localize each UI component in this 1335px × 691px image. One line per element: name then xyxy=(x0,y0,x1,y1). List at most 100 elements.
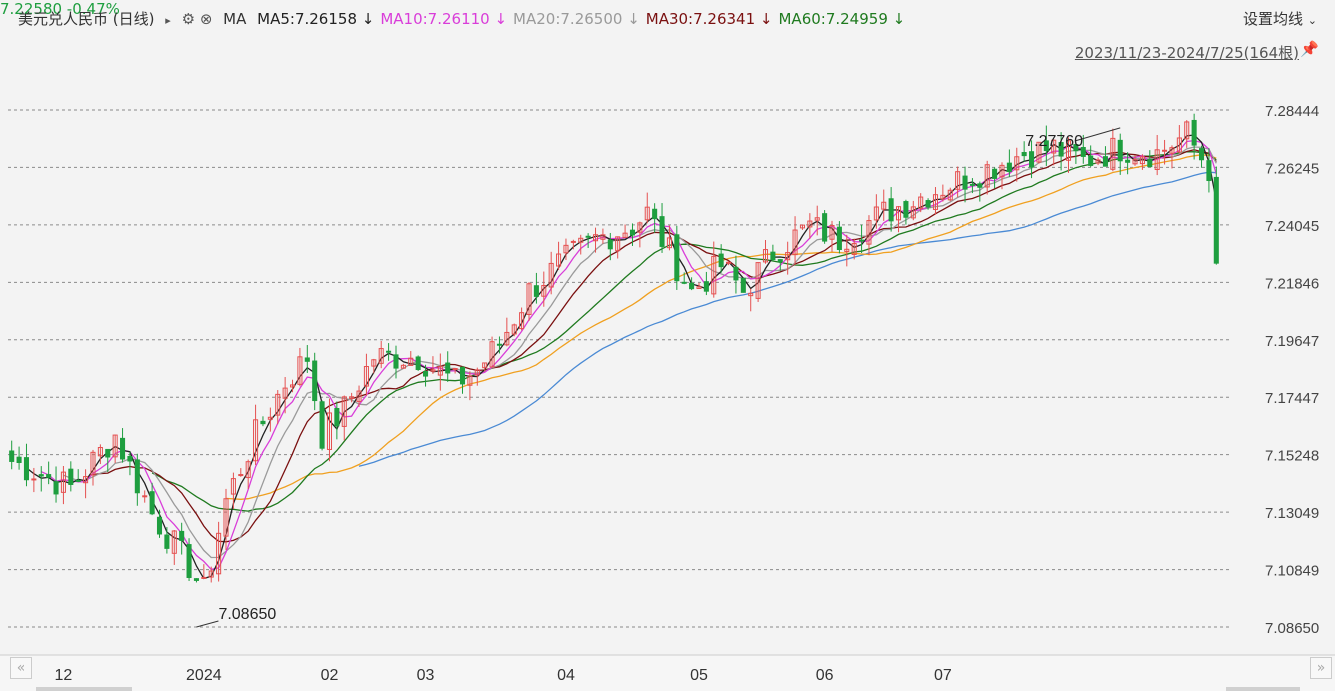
y-tick-label: 7.19647 xyxy=(1265,333,1319,350)
candle-body xyxy=(844,248,850,252)
candle-body xyxy=(179,530,185,541)
ma-legend-item: MA60:7.24959 ↓ xyxy=(778,10,906,28)
date-range[interactable]: 2023/11/23-2024/7/25(164根) xyxy=(1074,44,1299,62)
x-tick-label: 02 xyxy=(321,667,339,684)
candle-body xyxy=(563,244,569,254)
x-tick-label: 12 xyxy=(55,667,73,684)
candle-body xyxy=(1169,147,1175,154)
candle-body xyxy=(622,232,628,238)
candle-body xyxy=(1184,121,1190,140)
pin-icon[interactable]: 📌 xyxy=(1300,40,1319,58)
candle-body xyxy=(910,206,916,219)
candle-body xyxy=(90,451,96,476)
candle-body xyxy=(799,224,805,229)
candle-body xyxy=(792,229,798,256)
candle-body xyxy=(526,283,532,315)
setting-ma-label: 设置均线 xyxy=(1242,10,1303,28)
x-tick-label: 07 xyxy=(934,667,952,684)
candle-body xyxy=(777,259,783,263)
candle-body xyxy=(120,437,126,460)
candle-body xyxy=(807,220,813,228)
candle-body xyxy=(46,474,52,478)
candle-body xyxy=(977,183,983,188)
candle-body xyxy=(356,390,362,402)
candle-body xyxy=(459,366,466,385)
candle-body xyxy=(629,229,636,236)
close-icon[interactable]: ⊗ xyxy=(199,10,213,28)
setting-ma-button[interactable]: 设置均线 ⌄ xyxy=(1243,8,1317,29)
candle-body xyxy=(888,198,894,222)
candle-body xyxy=(334,408,340,427)
candle-body xyxy=(873,206,879,221)
candle-body xyxy=(282,387,288,399)
candle-body xyxy=(592,234,599,242)
candle-body xyxy=(1154,149,1160,170)
y-tick-label: 7.10849 xyxy=(1265,563,1319,580)
play-icon[interactable]: ▸ xyxy=(165,14,171,27)
chevron-down-icon: ⌄ xyxy=(1307,14,1317,27)
candle-body xyxy=(666,237,672,249)
scroll-right-button[interactable]: » xyxy=(1310,657,1332,679)
ma-legend-item: MA20:7.26500 ↓ xyxy=(513,10,640,28)
candle-body xyxy=(312,360,318,402)
candle-body xyxy=(400,364,406,369)
candle-body xyxy=(386,350,392,353)
candle-body xyxy=(895,206,902,221)
ma-line-ma120 xyxy=(225,154,1217,500)
candle-body xyxy=(408,357,414,366)
candle-body xyxy=(23,457,30,481)
candle-body xyxy=(1051,139,1057,154)
chart-title: 美元兑人民币 (日线) xyxy=(18,10,155,28)
annotation-label: 7.08650 xyxy=(218,606,276,623)
candle-body xyxy=(533,285,539,297)
candle-body xyxy=(659,216,665,247)
candle-body xyxy=(164,534,170,549)
candle-body xyxy=(925,200,931,208)
y-tick-label: 7.28444 xyxy=(1265,103,1319,120)
candle-body xyxy=(836,226,842,251)
candle-body xyxy=(238,474,244,477)
candle-body xyxy=(548,262,554,288)
x-axis-band xyxy=(0,655,1335,691)
ma-legend: MA5:7.26158 ↓ MA10:7.26110 ↓ MA20:7.26500 … xyxy=(257,10,911,28)
candle-body xyxy=(932,194,939,210)
candle-body xyxy=(992,168,998,179)
candle-body xyxy=(127,455,133,462)
candle-body xyxy=(866,220,872,245)
candle-body xyxy=(349,396,355,399)
candle-body xyxy=(881,201,887,210)
gear-icon[interactable]: ⚙ xyxy=(181,10,196,28)
candle-body xyxy=(770,251,776,261)
candle-body xyxy=(9,450,15,462)
ma-line-ma5 xyxy=(26,134,1217,580)
candle-body xyxy=(142,495,148,498)
candle-body xyxy=(814,217,820,221)
candle-body xyxy=(615,236,621,252)
candle-body xyxy=(829,225,835,240)
candle-body xyxy=(859,239,865,242)
candle-body xyxy=(275,393,281,416)
candle-body xyxy=(363,366,369,387)
candle-body xyxy=(1132,159,1138,165)
candle-body xyxy=(762,249,769,263)
scroll-left-button[interactable]: « xyxy=(10,657,32,679)
candle-body xyxy=(83,476,89,484)
candle-body xyxy=(1080,146,1086,157)
candle-body xyxy=(134,459,140,494)
candle-body xyxy=(689,282,695,290)
candle-body xyxy=(193,578,199,581)
candle-body xyxy=(748,292,754,297)
price-change: 7.22580 -0.47% xyxy=(0,0,120,18)
candle-body xyxy=(1073,144,1079,152)
candle-body xyxy=(1043,140,1049,152)
candle-body xyxy=(68,468,74,485)
candle-body xyxy=(703,281,709,292)
annotation-arrow xyxy=(1075,127,1121,142)
scrollbar-thumb xyxy=(36,687,132,691)
candle-body xyxy=(1088,155,1094,166)
chart-header: 美元兑人民币 (日线) ▸ ⚙ ⊗ MA MA5:7.26158 ↓ MA10:7… xyxy=(18,8,917,29)
ma-line-ma250 xyxy=(358,171,1217,467)
candle-body xyxy=(1014,156,1020,171)
candle-body xyxy=(541,285,547,297)
candle-body xyxy=(785,252,791,261)
